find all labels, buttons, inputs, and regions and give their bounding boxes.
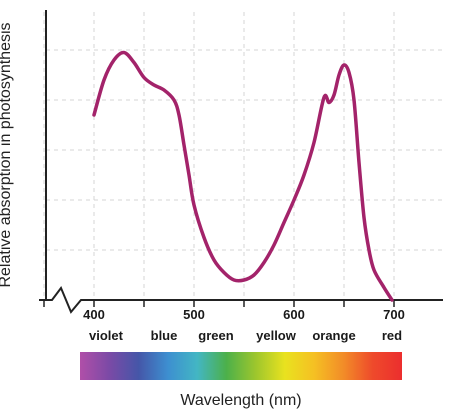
absorption-spectrum-line-0: [92, 50, 394, 302]
color-band-label-orange: orange: [312, 328, 355, 343]
x-tick-label: 500: [183, 307, 205, 322]
axes: [39, 10, 443, 314]
color-band-label-green: green: [198, 328, 233, 343]
x-tick-label: 600: [283, 307, 305, 322]
grid: [43, 12, 443, 300]
color-band-label-blue: blue: [151, 328, 178, 343]
series: [92, 50, 394, 302]
visible-spectrum-bar: [80, 352, 402, 380]
x-axis-title: Wavelength (nm): [180, 392, 301, 409]
x-tick-label: 700: [383, 307, 405, 322]
x-ticks: 400 500 600 700: [43, 300, 405, 322]
x-tick-label: 400: [83, 307, 105, 322]
color-band-labels: violet blue green yellow orange red: [89, 328, 402, 343]
color-band-label-violet: violet: [89, 328, 124, 343]
color-band-label-yellow: yellow: [256, 328, 297, 343]
y-axis-title: Relative absorption in photosynthesis: [0, 22, 14, 287]
x-axis-broken-line: [39, 286, 443, 314]
color-band-label-red: red: [382, 328, 402, 343]
